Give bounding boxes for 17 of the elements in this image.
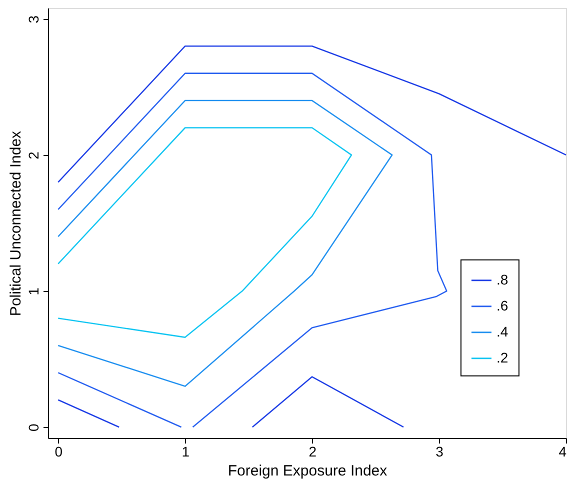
x-tick-label: 4 (558, 444, 567, 460)
legend-label: .8 (496, 271, 508, 288)
x-tick-label: 3 (436, 444, 444, 460)
y-axis-title: Political Unconnected Index (8, 130, 24, 316)
y-tick-label: 1 (26, 287, 42, 296)
legend-label: .4 (496, 323, 508, 340)
y-tick-label: 0 (26, 424, 42, 432)
line-series (58, 127, 352, 338)
y-tick-label: 2 (26, 151, 42, 160)
line-series (58, 100, 393, 387)
x-tick-label: 0 (54, 444, 63, 460)
y-tick-label: 3 (26, 15, 42, 24)
x-axis-title: Foreign Exposure Index (228, 462, 388, 480)
x-tick-label: 2 (308, 444, 317, 460)
legend-label: .2 (496, 349, 508, 366)
x-tick-label: 1 (182, 444, 190, 460)
legend-label: .6 (496, 297, 508, 314)
